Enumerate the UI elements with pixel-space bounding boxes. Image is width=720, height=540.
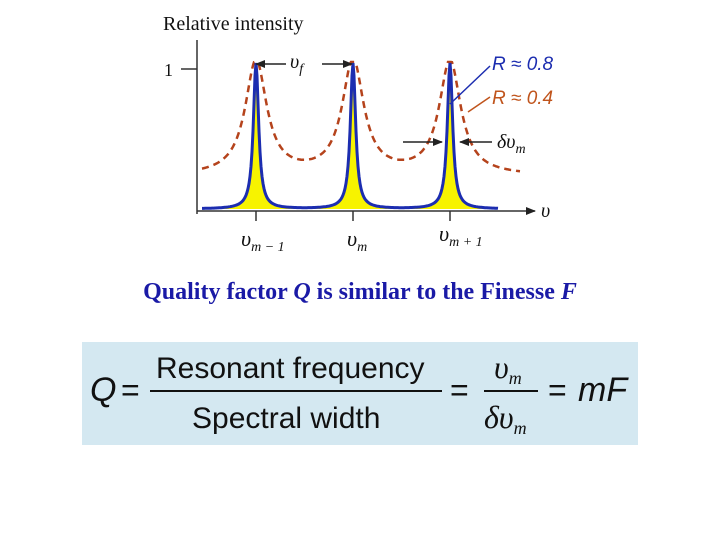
formula-equals: = — [450, 372, 469, 408]
formula-equals: = — [121, 372, 140, 408]
quality-factor-formula: Q = Resonant frequency Spectral width = … — [90, 349, 629, 438]
formula-ratio-numerator: υm — [494, 349, 522, 388]
formula-result: mF — [578, 371, 629, 409]
y-axis-label: Relative intensity — [163, 13, 304, 35]
legend-high-reflectance: R ≈ 0.8 — [492, 54, 554, 75]
spectral-width-label: δυm — [497, 131, 526, 157]
legend-pointer-high — [449, 65, 491, 105]
peak-label-m-plus-1: υm + 1 — [439, 221, 483, 250]
formula-box: Q = Resonant frequency Spectral width = … — [82, 342, 638, 445]
x-axis-variable: υ — [541, 200, 550, 222]
high-reflectance-curve — [202, 62, 499, 210]
legend-pointer-low — [467, 96, 491, 113]
formula-numerator: Resonant frequency — [156, 352, 425, 385]
legend-low-reflectance: R ≈ 0.4 — [492, 88, 553, 109]
formula-denominator: Spectral width — [192, 402, 380, 435]
y-tick-label: 1 — [164, 60, 173, 80]
caption: Quality factor Q is similar to the Fines… — [143, 279, 577, 305]
formula-q: Q — [90, 371, 116, 409]
peak-label-m: υm — [347, 226, 367, 255]
free-spectral-range-label: υf — [290, 51, 305, 77]
low-reflectance-curve — [201, 60, 521, 173]
formula-ratio-denominator: δυm — [484, 399, 527, 438]
peak-label-m-minus-1: υm − 1 — [241, 226, 285, 255]
formula-equals: = — [548, 372, 567, 408]
